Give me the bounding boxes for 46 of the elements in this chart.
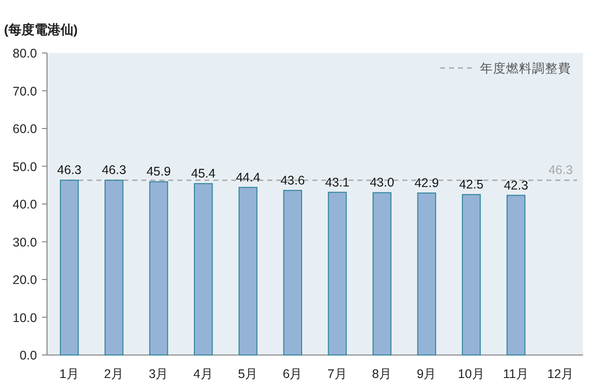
data-label: 42.3 [504,178,528,192]
y-tick-label: 20.0 [12,273,38,287]
x-tick-label: 11月 [503,367,529,381]
x-tick-label: 9月 [416,367,437,381]
x-tick-label: 8月 [372,367,392,381]
bar [372,192,392,356]
bar [149,181,168,356]
y-tick-label: 70.0 [12,84,38,98]
y-tick-label: 30.0 [12,235,38,250]
y-axis-title: (每度電港仙) [4,22,78,37]
x-tick-label: 4月 [193,367,214,381]
data-label: 44.4 [236,170,260,184]
data-label: 46.3 [102,163,126,178]
bar [328,192,347,356]
x-tick-label: 5月 [238,367,258,381]
data-label: 43.6 [280,173,305,188]
data-label: 45.4 [191,166,216,181]
bar [104,180,124,356]
x-tick-label: 7月 [327,367,348,381]
x-tick-label: 6月 [282,367,303,381]
x-tick-label: 1月 [59,367,80,381]
bar [462,194,481,356]
y-tick-label: 80.0 [12,46,38,60]
bar [60,180,79,356]
data-label: 45.9 [146,164,171,179]
x-tick-label: 10月 [458,367,485,381]
y-tick-label: 40.0 [12,198,38,212]
y-tick-label: 50.0 [12,160,38,174]
bar [194,183,213,356]
data-label: 42.5 [459,178,484,192]
x-tick-label: 12月 [547,367,574,381]
bar [283,190,302,356]
y-tick-label: 60.0 [12,122,38,136]
x-tick-label: 3月 [148,367,169,381]
data-label: 46.3 [57,163,82,178]
bar [506,194,526,356]
annotation: 46.3 [548,163,573,178]
y-tick-label: 10.0 [12,310,38,325]
data-label: 42.9 [414,176,439,190]
data-label: 43.0 [370,176,394,190]
x-tick-label: 2月 [104,367,124,381]
bar [417,192,436,356]
bar [238,186,258,356]
data-label: 43.1 [325,175,350,190]
legend-label: 年度燃料調整費 [480,60,571,76]
y-tick-label: 0.0 [20,348,38,362]
